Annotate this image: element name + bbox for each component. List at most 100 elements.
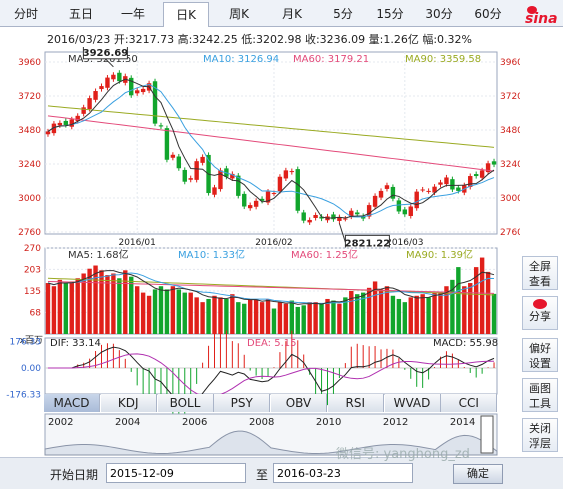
indicator-tab-wvad[interactable]: WVAD — [384, 394, 441, 412]
overview-year: 2006 — [182, 417, 207, 428]
share-button[interactable]: 分享 — [522, 296, 558, 330]
end-date-input[interactable] — [273, 463, 413, 483]
volume-bar — [57, 279, 63, 334]
close-overlay-button[interactable]: 关闭 浮层 — [522, 418, 558, 452]
volume-bar — [360, 292, 366, 334]
tab-1[interactable]: 五日 — [68, 7, 93, 21]
volume-bar — [390, 295, 396, 334]
candle — [230, 173, 235, 179]
vol-ma60-line — [47, 280, 495, 294]
overview-year: 2004 — [115, 417, 140, 428]
volume-bar — [164, 289, 170, 334]
candle — [444, 177, 449, 185]
tab-4[interactable]: 周K — [229, 7, 249, 21]
candle — [426, 190, 431, 192]
volume-bar — [265, 298, 271, 334]
volume-bar — [319, 303, 324, 334]
overview-year: 2012 — [383, 417, 408, 428]
period-tab-bar: 分时 五日 一年 日K 周K 月K 5分 15分 30分 60分 — [0, 0, 563, 27]
indicator-tab-bar: MACD KDJ BOLL PSY OBV RSI WVAD CCI — [44, 394, 498, 412]
volume-bar — [289, 300, 295, 334]
indicator-tab-psy[interactable]: PSY — [214, 394, 271, 412]
ma60-line — [47, 115, 495, 172]
candle — [319, 216, 324, 219]
indicator-tab-cci[interactable]: CCI — [441, 394, 498, 412]
start-date-input[interactable] — [106, 463, 246, 483]
tab-8[interactable]: 30分 — [425, 7, 453, 21]
candle — [247, 205, 253, 209]
volume-bar — [111, 273, 116, 334]
confirm-button[interactable]: 确定 — [453, 464, 503, 484]
drawing-tools-button[interactable]: 画图 工具 — [522, 378, 558, 412]
volume-bar — [146, 295, 152, 334]
volume-bar — [242, 303, 247, 334]
volume-bar — [444, 286, 449, 334]
volume-bar — [355, 294, 360, 334]
volume-bar — [325, 298, 330, 334]
volume-bar — [99, 270, 104, 334]
candle — [491, 161, 497, 165]
volume-bar — [182, 292, 187, 334]
ma10-line — [47, 83, 495, 218]
candle — [384, 185, 390, 189]
candle — [188, 178, 193, 180]
volume-bar — [253, 298, 259, 334]
volume-bar — [188, 292, 193, 334]
tab-7[interactable]: 15分 — [376, 7, 404, 21]
volume-bar — [349, 291, 354, 334]
date-tick: 2016/01 — [118, 238, 155, 248]
volume-bar — [420, 294, 425, 334]
start-date-label: 开始日期 — [50, 468, 99, 482]
volume-bar — [450, 279, 455, 334]
overview-year: 2002 — [48, 417, 73, 428]
volume-bar — [176, 289, 182, 334]
volume-bar — [105, 275, 110, 334]
indicator-tab-macd[interactable]: MACD — [44, 394, 100, 412]
candle — [63, 120, 69, 126]
volume-legend: MA10: 1.33亿 — [178, 248, 245, 261]
preferences-button[interactable]: 偏好 设置 — [522, 338, 558, 372]
price-tick-left: 3720 — [18, 92, 41, 102]
volume-bar — [212, 295, 217, 334]
indicator-tab-rsi[interactable]: RSI — [327, 394, 384, 412]
dif-line — [47, 346, 495, 411]
tab-6[interactable]: 5分 — [333, 7, 353, 21]
price-tick-right: 2760 — [500, 228, 520, 238]
volume-bar — [438, 292, 443, 334]
vol-ma90-line — [47, 277, 495, 296]
tab-5[interactable]: 月K — [282, 7, 302, 21]
volume-bar — [81, 273, 86, 334]
volume-bar — [63, 283, 69, 334]
fullscreen-button[interactable]: 全屏 查看 — [522, 256, 558, 290]
volume-bar — [129, 276, 134, 334]
date-range-bar: 开始日期 至 确定 — [0, 457, 563, 489]
indicator-tab-boll[interactable]: BOLL — [157, 394, 214, 412]
volume-bar — [295, 306, 300, 334]
volume-bar — [259, 302, 265, 334]
volume-tick: 203 — [24, 265, 41, 275]
tab-3[interactable]: 日K — [163, 2, 209, 27]
candle — [390, 186, 396, 199]
volume-legend: MA5: 1.68亿 — [68, 248, 129, 261]
candle — [236, 175, 241, 196]
date-tick: 2016/03 — [386, 238, 423, 248]
indicator-tab-obv[interactable]: OBV — [271, 394, 327, 412]
kline-chart[interactable]: 3960 3960 3720 3720 3480 3480 3240 3240 3000 3000… — [0, 47, 520, 457]
candle — [438, 182, 443, 185]
candle — [402, 209, 408, 215]
tab-9[interactable]: 60分 — [474, 7, 502, 21]
volume-bar — [301, 305, 306, 334]
volume-bar — [158, 286, 164, 334]
volume-bar — [200, 302, 205, 334]
candle — [307, 219, 312, 223]
macd-tick: 0.00 — [21, 364, 41, 374]
candle — [337, 217, 342, 221]
price-tick-left: 2760 — [18, 228, 41, 238]
volume-bar — [117, 278, 122, 334]
tab-2[interactable]: 一年 — [120, 7, 145, 21]
indicator-tab-kdj[interactable]: KDJ — [100, 394, 157, 412]
candle — [152, 81, 158, 124]
svg-text:sina: sina — [525, 11, 557, 25]
tab-0[interactable]: 分时 — [13, 7, 38, 21]
overview-series — [44, 430, 498, 456]
